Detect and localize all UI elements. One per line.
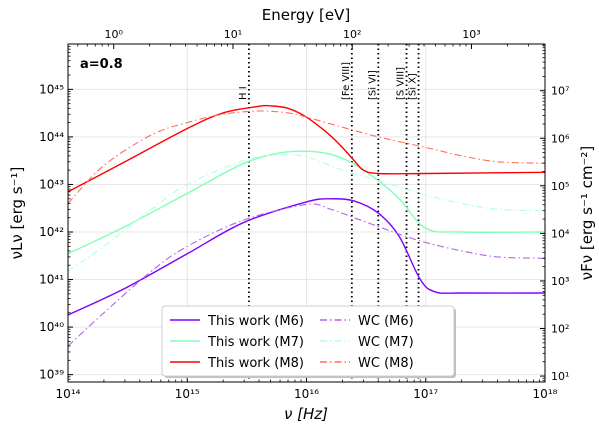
- y-left-tick-label: 10⁴³: [39, 177, 64, 191]
- x-tick-label: 10¹⁷: [413, 387, 438, 401]
- y-axis-label-left: νLν [erg s⁻¹]: [8, 167, 26, 260]
- emission-line-label: [S VIII]: [396, 67, 407, 100]
- series-line-5: [67, 153, 546, 272]
- legend-entry-label: This work (M6): [207, 314, 304, 329]
- top-tick-label: 10⁰: [105, 28, 124, 41]
- emission-line-label: [Si VI]: [367, 70, 378, 100]
- top-tick-label: 10²: [343, 28, 361, 41]
- series-line-2: [67, 150, 546, 255]
- emission-line-label: [Si X]: [408, 73, 419, 100]
- y-left-tick-label: 10⁴¹: [39, 273, 64, 287]
- y-right-tick-label: 10⁷: [551, 85, 569, 98]
- legend-entry-label: This work (M8): [207, 356, 304, 371]
- y-left-tick-label: 10⁴²: [39, 225, 64, 239]
- legend: This work (M6) This work (M7) This work (M…: [161, 305, 456, 378]
- y-right-tick-label: 10²: [551, 323, 569, 336]
- y-right-tick-label: 10⁵: [551, 180, 569, 193]
- legend-box: [161, 305, 455, 377]
- y-left-tick-label: 10³⁹: [39, 368, 64, 382]
- series-lines: [67, 104, 546, 347]
- y-right-tick-label: 10⁶: [551, 132, 570, 145]
- emission-line-label: H I: [238, 86, 249, 100]
- legend-entry-label: WC (M6): [358, 314, 414, 329]
- top-axis-label: Energy [eV]: [262, 6, 350, 24]
- series-line-1: [67, 198, 546, 316]
- y-right-tick-label: 10¹: [551, 370, 569, 383]
- top-tick-label: 10¹: [224, 28, 242, 41]
- emission-line-label: [Fe VIII]: [341, 62, 352, 100]
- x-tick-label: 10¹⁸: [533, 387, 558, 401]
- y-axis-label-right: νFν [erg s⁻¹ cm⁻²]: [578, 146, 596, 281]
- legend-entry-label: WC (M7): [358, 335, 414, 350]
- top-tick-label: 10³: [462, 28, 480, 41]
- x-tick-label: 10¹⁵: [175, 387, 200, 401]
- emission-line-markers: H I [Fe VIII] [Si VI] [S VIII] [Si X]: [238, 44, 420, 382]
- series-line-6: [67, 110, 546, 204]
- series-line-4: [67, 203, 546, 347]
- y-right-tick-label: 10⁴: [551, 227, 570, 240]
- x-tick-label: 10¹⁶: [294, 387, 319, 401]
- y-right-tick-label: 10³: [551, 275, 569, 288]
- axis-ticks: 10¹⁴ 10¹⁵ 10¹⁶ 10¹⁷ 10¹⁸ 10³⁹ 10⁴⁰ 10⁴¹ 10⁴² 10⁴³…: [39, 28, 570, 401]
- y-left-tick-label: 10⁴⁰: [39, 320, 64, 334]
- x-axis-label: ν [Hz]: [284, 405, 328, 423]
- x-tick-label: 10¹⁴: [56, 387, 81, 401]
- legend-entry-label: This work (M7): [207, 335, 304, 350]
- panel-annotation: a=0.8: [80, 57, 123, 72]
- legend-entry-label: WC (M8): [358, 356, 414, 371]
- y-left-tick-label: 10⁴⁵: [39, 82, 64, 96]
- y-left-tick-label: 10⁴⁴: [39, 130, 64, 144]
